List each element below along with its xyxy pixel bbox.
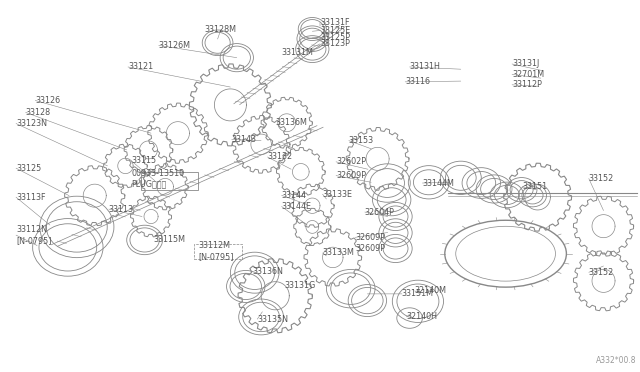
Text: 33112N
[N-0795]: 33112N [N-0795] bbox=[16, 225, 51, 245]
Text: 00933-13510
PLUGプラグ: 00933-13510 PLUGプラグ bbox=[131, 169, 184, 188]
Text: 33123N: 33123N bbox=[16, 119, 47, 128]
Text: 33131G: 33131G bbox=[285, 281, 316, 290]
Text: 32140H: 32140H bbox=[406, 312, 437, 321]
Text: 33116: 33116 bbox=[405, 77, 430, 86]
Text: 33121: 33121 bbox=[128, 62, 153, 71]
Text: 33123P: 33123P bbox=[320, 39, 350, 48]
Text: 33135N: 33135N bbox=[257, 315, 288, 324]
Text: 33128M: 33128M bbox=[205, 25, 237, 34]
Text: 33144: 33144 bbox=[282, 191, 307, 200]
Text: 33153: 33153 bbox=[349, 136, 374, 145]
Text: 33115: 33115 bbox=[131, 156, 156, 165]
Text: 33144E: 33144E bbox=[282, 202, 312, 211]
Bar bbox=[141, 172, 198, 190]
Text: 33125P: 33125P bbox=[320, 33, 350, 42]
Text: 33131J: 33131J bbox=[512, 60, 540, 68]
Text: 33133M: 33133M bbox=[323, 248, 355, 257]
Text: 33152: 33152 bbox=[589, 268, 614, 277]
Text: 33131F: 33131F bbox=[320, 18, 349, 27]
Text: 33125E: 33125E bbox=[320, 26, 350, 35]
Text: 32602P: 32602P bbox=[336, 157, 366, 166]
Text: 33151: 33151 bbox=[522, 182, 547, 191]
Bar bbox=[194, 244, 242, 259]
Text: 33112M
[N-0795]: 33112M [N-0795] bbox=[198, 241, 234, 261]
Text: 33126: 33126 bbox=[35, 96, 60, 105]
Text: 33132: 33132 bbox=[268, 153, 292, 161]
Text: 33136M: 33136M bbox=[275, 118, 307, 127]
Text: 33131H: 33131H bbox=[410, 62, 440, 71]
Text: 32604P: 32604P bbox=[365, 208, 395, 217]
Text: 33143: 33143 bbox=[232, 135, 257, 144]
Text: 33115M: 33115M bbox=[154, 235, 186, 244]
Text: 33136N: 33136N bbox=[253, 267, 284, 276]
Text: 33133E: 33133E bbox=[323, 190, 353, 199]
Text: 33125: 33125 bbox=[16, 164, 41, 173]
Text: 32609P: 32609P bbox=[355, 233, 385, 242]
Text: 33113: 33113 bbox=[109, 205, 134, 214]
Text: 32609P: 32609P bbox=[355, 244, 385, 253]
Text: 32701M: 32701M bbox=[512, 70, 544, 79]
Text: 32140M: 32140M bbox=[415, 286, 447, 295]
Text: 33113F: 33113F bbox=[16, 193, 45, 202]
Text: 33128: 33128 bbox=[26, 108, 51, 117]
Text: 33152: 33152 bbox=[589, 174, 614, 183]
Text: 32609P: 32609P bbox=[336, 171, 366, 180]
Text: 33131M: 33131M bbox=[282, 48, 314, 57]
Text: 33126M: 33126M bbox=[159, 41, 191, 50]
Text: 33112P: 33112P bbox=[512, 80, 542, 89]
Text: 33151M: 33151M bbox=[402, 289, 434, 298]
Text: 33144M: 33144M bbox=[422, 179, 454, 187]
Text: A332*00.8: A332*00.8 bbox=[596, 356, 637, 365]
